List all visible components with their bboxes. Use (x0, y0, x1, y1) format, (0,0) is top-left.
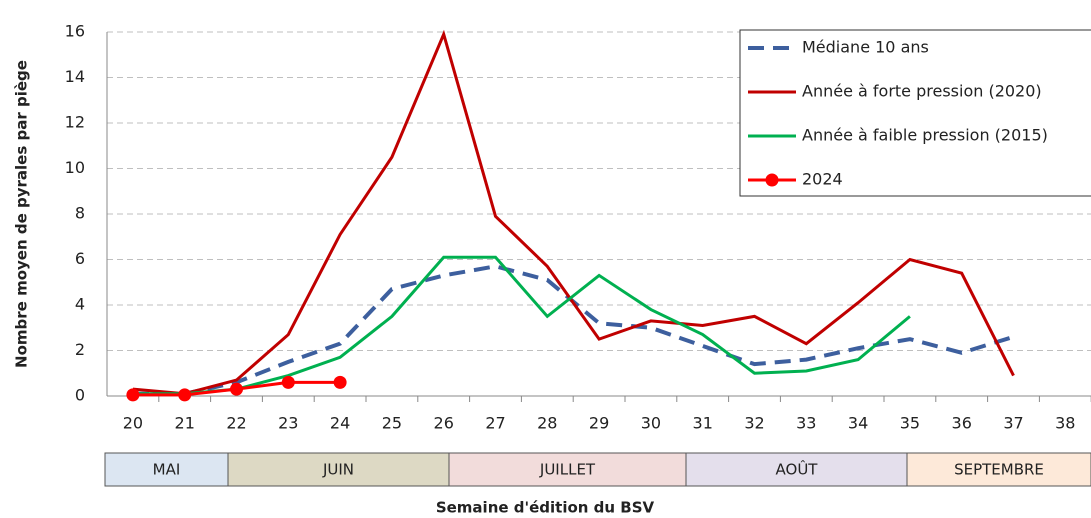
x-tick-label: 34 (848, 414, 868, 433)
x-tick-label: 35 (900, 414, 920, 433)
series-marker (333, 375, 347, 389)
month-box (104, 452, 229, 487)
x-tick-label: 37 (1003, 414, 1023, 433)
x-tick-label: 29 (589, 414, 609, 433)
series-marker (281, 375, 295, 389)
x-axis-label: Semaine d'édition du BSV (436, 499, 655, 517)
x-tick-label: 25 (382, 414, 402, 433)
y-tick-label: 2 (75, 340, 85, 359)
series-line (132, 255, 911, 396)
legend-label: Année à faible pression (2015) (802, 126, 1048, 145)
x-tick-label: 27 (485, 414, 505, 433)
month-label: JUILLET (539, 461, 596, 479)
y-axis-label: Nombre moyen de pyrales par piège (13, 60, 31, 368)
legend-label: Année à forte pression (2020) (802, 82, 1042, 101)
y-tick-label: 14 (65, 67, 85, 86)
month-label: JUIN (322, 461, 354, 479)
month-box (448, 452, 687, 487)
series-line (132, 264, 1015, 396)
x-tick-label: 36 (952, 414, 972, 433)
y-tick-label: 10 (65, 158, 85, 177)
month-box (685, 452, 908, 487)
series-line (132, 29, 1015, 396)
series-marker (126, 388, 140, 402)
y-tick-label: 16 (65, 22, 85, 41)
x-tick-label: 30 (641, 414, 661, 433)
x-tick-label: 31 (693, 414, 713, 433)
month-box (227, 452, 450, 487)
series-marker (178, 388, 192, 402)
legend-marker (765, 173, 779, 187)
y-tick-label: 6 (75, 249, 85, 268)
month-box (906, 452, 1091, 487)
x-tick-label: 33 (796, 414, 816, 433)
x-tick-label: 32 (744, 414, 764, 433)
x-tick-label: 23 (278, 414, 298, 433)
x-tick-label: 38 (1055, 414, 1075, 433)
x-tick-label: 21 (175, 414, 195, 433)
x-tick-label: 22 (226, 414, 246, 433)
month-label: AOÛT (776, 460, 819, 479)
month-label: MAI (153, 461, 181, 479)
legend-box (739, 29, 1091, 197)
x-tick-label: 20 (123, 414, 143, 433)
legend-label: 2024 (802, 170, 843, 189)
x-tick-label: 26 (434, 414, 454, 433)
y-tick-label: 8 (75, 204, 85, 223)
y-tick-label: 4 (75, 295, 85, 314)
x-tick-label: 24 (330, 414, 350, 433)
y-tick-label: 12 (65, 113, 85, 132)
x-tick-label: 28 (537, 414, 557, 433)
month-label: SEPTEMBRE (954, 461, 1044, 479)
legend-label: Médiane 10 ans (802, 38, 929, 57)
y-tick-label: 0 (75, 386, 85, 405)
series-marker (230, 382, 243, 396)
